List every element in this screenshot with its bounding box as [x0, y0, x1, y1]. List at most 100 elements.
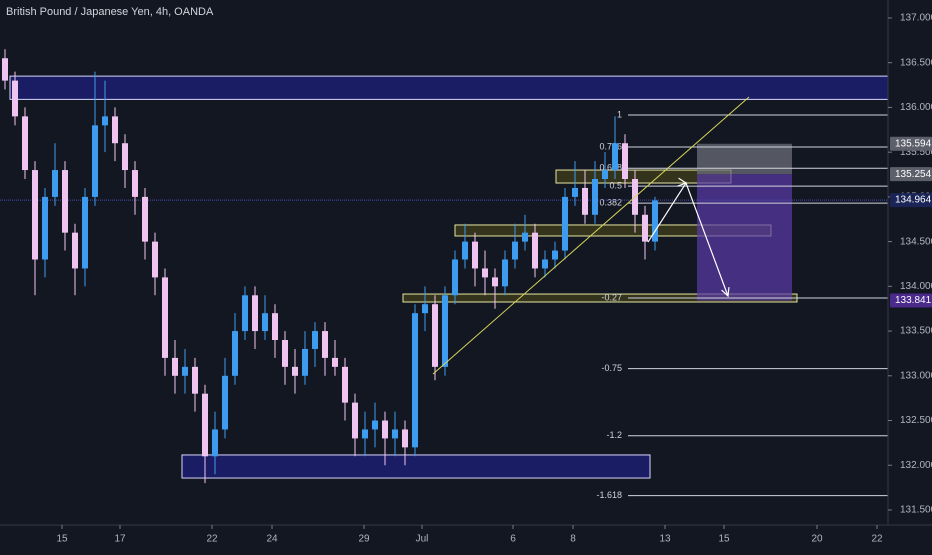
position-stop — [697, 143, 792, 175]
candle-body — [112, 116, 118, 144]
y-tick-label: 132.500 — [900, 415, 932, 426]
candle-body — [482, 268, 488, 278]
zone — [181, 454, 651, 479]
x-tick-label: 22 — [206, 534, 218, 545]
x-tick-label: 13 — [659, 534, 671, 545]
x-tick-label: Jul — [416, 534, 429, 545]
x-tick-label: 17 — [114, 534, 126, 545]
candle-body — [252, 295, 258, 332]
candle-body — [472, 241, 478, 269]
candle-body — [152, 241, 158, 278]
price-label: 133.841 — [895, 295, 932, 306]
x-tick-label: 29 — [358, 534, 370, 545]
candle-body — [332, 357, 338, 367]
candle-body — [2, 58, 8, 81]
candle-body — [322, 331, 328, 358]
x-tick-label: 15 — [56, 534, 68, 545]
candle-body — [72, 232, 78, 269]
candle-body — [312, 331, 318, 349]
candle-body — [522, 232, 528, 242]
x-tick-label: 20 — [811, 534, 823, 545]
candle-body — [22, 116, 28, 171]
fib-label: 0.5 — [609, 181, 622, 191]
candle-body — [132, 170, 138, 197]
candle-body — [382, 420, 388, 439]
candle-body — [532, 232, 538, 269]
fib-label: 0.786 — [599, 141, 622, 151]
candle-body — [62, 170, 68, 233]
candle-body — [282, 340, 288, 367]
x-tick-label: 24 — [266, 534, 278, 545]
y-tick-label: 131.500 — [900, 505, 932, 516]
y-tick-label: 136.000 — [900, 102, 932, 113]
candle-body — [542, 259, 548, 269]
candle-body — [592, 178, 598, 215]
candle-body — [272, 313, 278, 341]
x-tick-label: 8 — [570, 534, 576, 545]
price-label-box — [890, 167, 932, 182]
plot-area: 1 0.786 0.618 0.5 0.382 -0.27 -0.75 -1.2 -1.618 — [0, 49, 888, 500]
candle-body — [392, 429, 398, 439]
candle-body — [222, 375, 228, 430]
candle-body — [172, 357, 178, 376]
candle-body — [362, 429, 368, 439]
candle-body — [602, 170, 608, 179]
x-tick-label: 22 — [871, 534, 883, 545]
candle-body — [462, 241, 468, 260]
fib-label: 0.618 — [599, 163, 622, 173]
y-tick-label: 135.500 — [900, 147, 932, 158]
candle-body — [442, 295, 448, 367]
y-tick-label: 136.500 — [900, 57, 932, 68]
fib-label: 0.382 — [599, 198, 622, 208]
candle-body — [82, 196, 88, 269]
candle-body — [552, 250, 558, 260]
candle-body — [292, 366, 298, 376]
candle-body — [502, 259, 508, 287]
candle-body — [432, 304, 438, 367]
y-tick-label: 133.500 — [900, 326, 932, 337]
candle-body — [302, 348, 308, 376]
price-label: 135.254 — [895, 169, 932, 180]
candle-body — [342, 366, 348, 403]
x-tick-label: 6 — [510, 534, 516, 545]
candle-body — [52, 170, 58, 197]
candle-body — [452, 259, 458, 296]
candle-body — [652, 200, 658, 242]
candle-body — [512, 241, 518, 260]
candle-body — [142, 196, 148, 242]
zone — [9, 75, 888, 100]
candle-body — [122, 143, 128, 171]
candle-body — [32, 170, 38, 260]
candle-body — [402, 429, 408, 448]
y-tick-label: 137.000 — [900, 13, 932, 24]
candle-body — [92, 125, 98, 197]
trendline — [432, 96, 750, 375]
candle-body — [352, 402, 358, 439]
candle-body — [422, 304, 428, 314]
price-label-box — [890, 193, 932, 208]
projection-arrow — [647, 183, 728, 296]
candle-body — [242, 295, 248, 332]
fib-label: -1.2 — [606, 430, 622, 440]
candle-body — [492, 277, 498, 287]
chart-title: British Pound / Japanese Yen, 4h, OANDA — [6, 6, 214, 18]
price-label: 135.594 — [895, 138, 932, 149]
price-label-box — [890, 136, 932, 151]
y-tick-label: 134.000 — [900, 281, 932, 292]
position-target — [697, 174, 792, 301]
candle-body — [202, 393, 208, 457]
y-tick-label: 134.500 — [900, 236, 932, 247]
candle-body — [12, 80, 18, 117]
candle-body — [612, 143, 618, 171]
candle-body — [232, 331, 238, 376]
candle-body — [412, 313, 418, 448]
candle-body — [182, 366, 188, 376]
candle-body — [622, 143, 628, 179]
candle-body — [562, 196, 568, 251]
candle-body — [192, 366, 198, 394]
price-label: 134.964 — [895, 195, 932, 206]
fib-label: -1.618 — [596, 490, 622, 500]
x-tick-label: 15 — [718, 534, 730, 545]
candle-body — [582, 187, 588, 215]
